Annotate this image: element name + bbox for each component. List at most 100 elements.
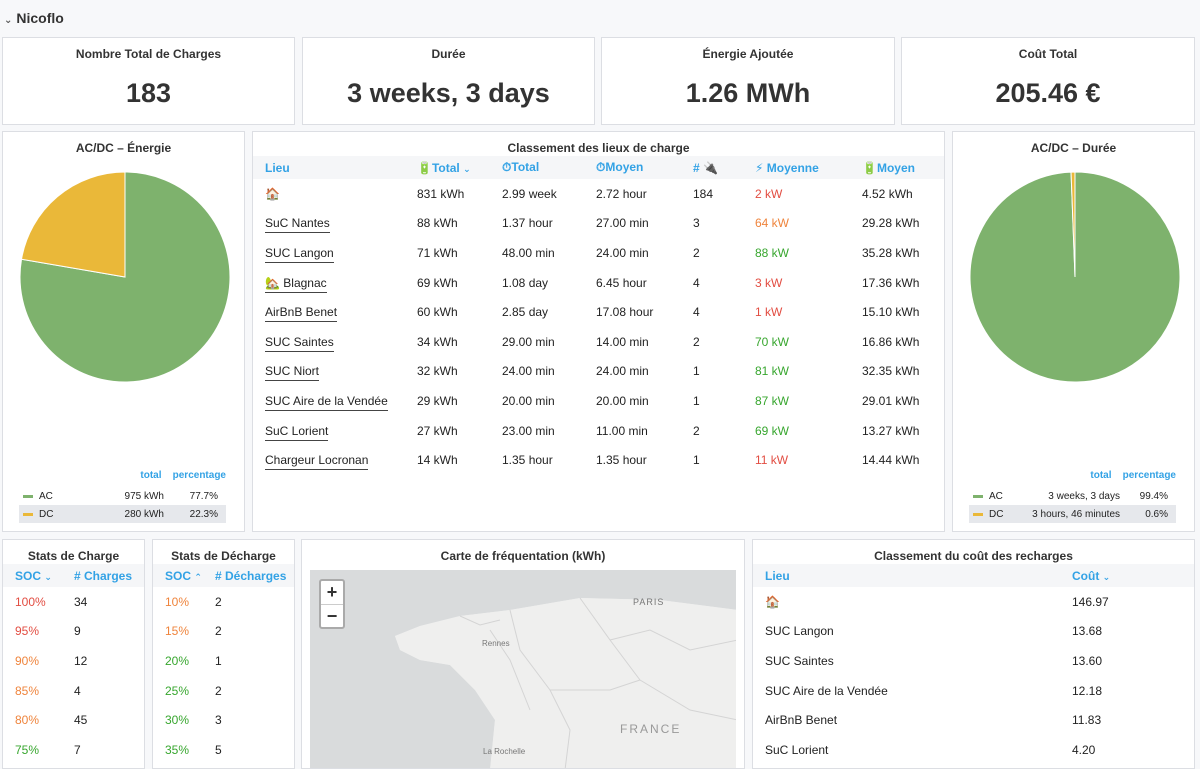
location-link[interactable]: SuC Nantes	[265, 216, 330, 234]
cell-cout: 13.68	[1072, 624, 1103, 639]
sort-desc-icon: ⌄	[44, 571, 52, 582]
zoom-out-button[interactable]: −	[321, 604, 343, 627]
legend-label: DC	[39, 508, 54, 520]
cell-avg-energy: 35.28 kWh	[862, 245, 920, 260]
cell-total-duration: 2.99 week	[502, 186, 557, 201]
legend-total: 975 kWh	[124, 490, 164, 502]
cell-count: 2	[693, 423, 700, 438]
location-link[interactable]: SUC Aire de la Vendée	[265, 393, 388, 411]
col-header-count[interactable]: # 🔌	[681, 156, 743, 179]
discharge-stats-table: SOC ⌃ # Décharges 10% 2 15% 2 20% 1 25% 2 30% 3 35…	[153, 564, 294, 765]
cell-avg-duration: 27.00 min	[596, 216, 649, 231]
cell-total-duration: 20.00 min	[502, 393, 555, 408]
stat-title: Coût Total	[1018, 47, 1078, 61]
stat-value: 183	[125, 78, 172, 108]
col-header-cout[interactable]: Coût ⌄	[1060, 564, 1194, 587]
cell-lieu: SUC Aire de la Vendée	[253, 386, 405, 416]
cell-total-energy: 69 kWh	[417, 275, 458, 290]
cell-avg-duration: 11.00 min	[596, 423, 648, 438]
cell-soc: 75%	[15, 742, 40, 757]
cell-count: 1	[693, 364, 700, 379]
cell-lieu: SuC Nantes	[253, 209, 405, 239]
cell-soc: 95%	[15, 624, 40, 639]
table-row: 15% 2	[153, 617, 294, 647]
stat-value: 205.46 €	[995, 78, 1101, 108]
cell-total-duration: 24.00 min	[502, 364, 555, 379]
location-link[interactable]: SUC Niort	[265, 364, 320, 382]
location-link[interactable]: AirBnB Benet	[265, 305, 338, 323]
col-header-avg-energy[interactable]: 🔋Moyen	[850, 156, 944, 179]
legend-row-ac[interactable]: AC 3 weeks, 3 days 99.4%	[969, 487, 1176, 505]
location-link[interactable]: 🏠	[265, 186, 280, 201]
legend-header-total[interactable]: total	[140, 470, 162, 481]
pie-slice-dc[interactable]	[1070, 171, 1076, 278]
location-link[interactable]: SUC Langon	[265, 245, 334, 263]
col-header-lieu[interactable]: Lieu	[753, 564, 1060, 587]
cell-soc: 90%	[15, 653, 40, 668]
cell-total-duration: 23.00 min	[502, 423, 555, 438]
cell-total-duration: 1.35 hour	[502, 453, 553, 468]
legend-pct: 77.7%	[189, 490, 218, 502]
stat-value: 1.26 MWh	[685, 78, 811, 108]
header-label: #	[693, 160, 700, 175]
cell-lieu: AirBnB Benet	[253, 297, 405, 327]
col-header-avg-duration[interactable]: ⏱Moyen	[584, 156, 681, 179]
legend-header-total[interactable]: total	[1090, 470, 1112, 481]
legend-header-percentage[interactable]: percentage	[172, 470, 226, 481]
location-link[interactable]: SUC Saintes	[265, 334, 334, 352]
series-swatch	[23, 512, 33, 516]
header-label: # Décharges	[215, 568, 287, 583]
stat-title: Nombre Total de Charges	[75, 47, 222, 61]
stat-panel-energy: Énergie Ajoutée 1.26 MWh	[601, 37, 895, 125]
legend-header-percentage[interactable]: percentage	[1122, 470, 1176, 481]
cell-lieu: SUC Aire de la Vendée	[765, 683, 888, 698]
zoom-in-button[interactable]: +	[326, 582, 338, 602]
location-link[interactable]: Chargeur Locronan	[265, 453, 369, 471]
cell-avg-duration: 6.45 hour	[596, 275, 647, 290]
col-header-soc[interactable]: SOC ⌃	[153, 564, 203, 587]
cell-lieu: SUC Niort	[253, 357, 405, 387]
cell-avg-power: 3 kW	[755, 275, 783, 290]
cell-avg-duration: 24.00 min	[596, 364, 649, 379]
pie-slice-ac[interactable]	[19, 171, 231, 383]
col-header-count[interactable]: # Décharges	[203, 564, 294, 587]
legend-row-dc[interactable]: DC 280 kWh 22.3%	[19, 505, 226, 523]
location-link[interactable]: 🏡 Blagnac	[265, 275, 327, 293]
charge-stats-table: SOC ⌄ # Charges 100% 34 95% 9 90% 12 85% 4 80% 45…	[3, 564, 144, 765]
cell-avg-power: 69 kW	[755, 423, 790, 438]
cell-total-duration: 29.00 min	[502, 334, 555, 349]
map-label-la-rochelle: La Rochelle	[483, 747, 526, 756]
duration-pie-chart[interactable]	[969, 171, 1181, 383]
table-row: SUC Langon 13.68	[753, 617, 1194, 647]
sort-desc-icon: ⌄	[463, 163, 471, 174]
map-canvas[interactable]: PARIS Rennes FRANCE La Rochelle + −	[310, 570, 736, 768]
col-header-total-energy[interactable]: 🔋Total ⌄	[405, 156, 490, 179]
col-header-avg-power[interactable]: ⚡ Moyenne	[743, 156, 850, 179]
cell-total-energy: 29 kWh	[417, 393, 458, 408]
cell-count: 184	[693, 186, 714, 201]
col-header-soc[interactable]: SOC ⌄	[3, 564, 62, 587]
legend-row-dc[interactable]: DC 3 hours, 46 minutes 0.6%	[969, 505, 1176, 523]
col-header-lieu[interactable]: Lieu	[253, 156, 405, 179]
cell-avg-energy: 29.01 kWh	[862, 393, 920, 408]
row-title: Nicoflo	[16, 10, 64, 26]
energy-pie-chart[interactable]	[19, 171, 231, 383]
col-header-total-duration[interactable]: ⏱Total	[490, 156, 584, 179]
table-row: 25% 2	[153, 676, 294, 706]
cell-count: 2	[215, 683, 222, 698]
cell-total-duration: 1.37 hour	[502, 216, 553, 231]
map-panel: Carte de fréquentation (kWh) PARIS Renne…	[301, 539, 745, 769]
cell-cout: 4.20	[1072, 742, 1096, 757]
location-link[interactable]: SuC Lorient	[265, 423, 329, 441]
col-header-count[interactable]: # Charges	[62, 564, 144, 587]
cell-avg-duration: 20.00 min	[596, 393, 649, 408]
panel-title: Classement des lieux de charge	[507, 141, 690, 155]
cell-soc: 25%	[165, 683, 190, 698]
row-header[interactable]: ⌄ Nicoflo	[4, 10, 64, 26]
pie-slice-dc[interactable]	[20, 171, 126, 278]
table-row: SUC Aire de la Vendée 12.18	[753, 676, 1194, 706]
stat-panel-charges: Nombre Total de Charges 183	[2, 37, 295, 125]
cell-cout: 12.18	[1072, 683, 1103, 698]
cell-cout: 13.60	[1072, 653, 1103, 668]
legend-row-ac[interactable]: AC 975 kWh 77.7%	[19, 487, 226, 505]
